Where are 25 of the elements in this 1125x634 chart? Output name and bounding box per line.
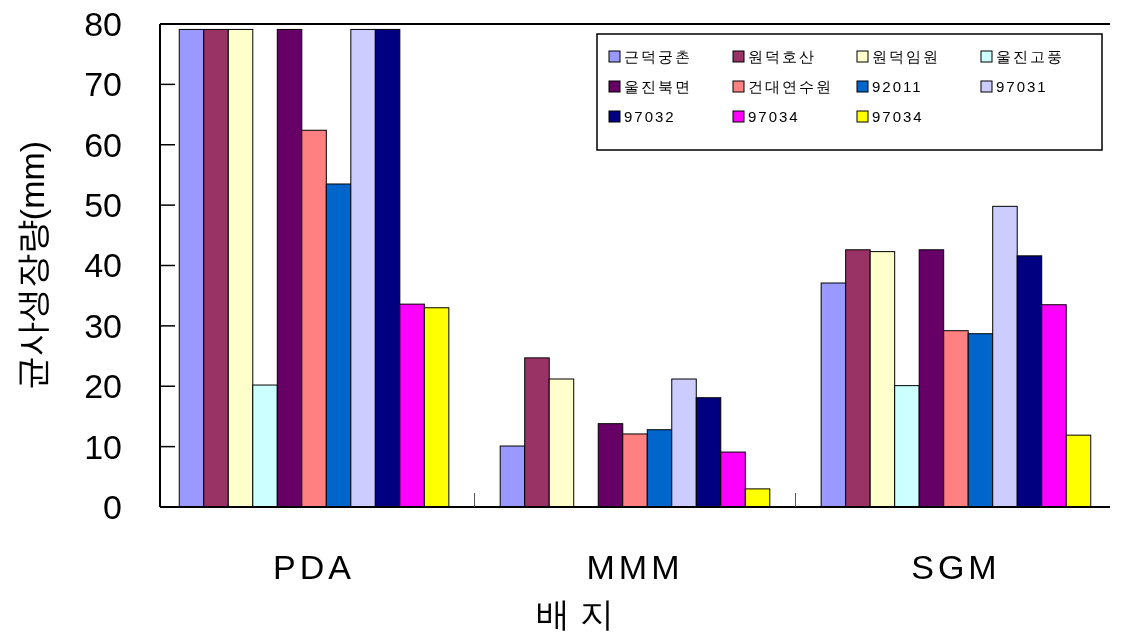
x-tick-label: SGM [911,548,1001,586]
legend-label: 97032 [624,108,676,126]
x-axis-title: 배 지 [536,595,614,633]
x-tick-label: PDA [273,548,356,586]
y-tick-label: 10 [84,427,122,466]
y-tick-label: 60 [84,125,122,164]
x-tick-label: MMM [586,548,684,586]
legend-label: 근덕궁촌 [624,48,692,66]
y-tick-label: 30 [84,306,122,345]
y-axis-title: 균사생장량(mm) [13,140,51,391]
legend-label: 건대연수원 [748,78,833,96]
legend-label: 97031 [996,78,1048,96]
y-tick-label: 0 [103,487,122,526]
y-tick-label: 50 [84,186,122,225]
y-tick-label: 70 [84,65,122,104]
y-tick-label: 80 [84,4,122,43]
legend-label: 92011 [872,78,923,96]
legend-label: 원덕호산 [748,48,816,66]
legend-label: 울진북면 [624,78,692,96]
legend-label: 울진고풍 [996,48,1064,66]
legend-label: 97034 [872,108,924,126]
y-tick-label: 40 [84,246,122,285]
legend-label: 97034 [748,108,800,126]
legend-label: 원덕임원 [872,48,940,66]
y-tick-label: 20 [84,367,122,406]
